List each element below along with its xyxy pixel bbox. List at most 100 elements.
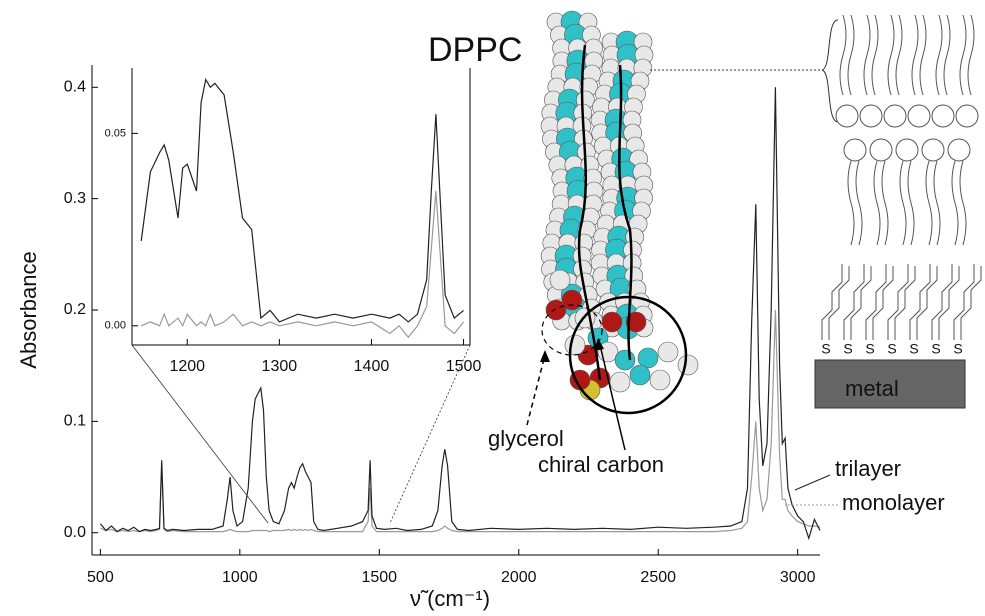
arrowhead xyxy=(594,338,604,351)
atom xyxy=(561,289,583,311)
lipid-tail xyxy=(933,160,941,246)
lipid-tail xyxy=(873,160,881,246)
sam-tail xyxy=(865,264,887,340)
sam-tail xyxy=(843,264,865,340)
connector xyxy=(389,344,471,524)
anchor-label: S xyxy=(821,341,830,357)
y-tick-label: 0.05 xyxy=(105,127,126,139)
lipid-tail xyxy=(839,14,847,96)
arrow xyxy=(599,344,626,451)
series-line xyxy=(100,309,821,533)
y-tick-label: 0.4 xyxy=(64,78,86,95)
lipid-tail xyxy=(899,160,907,246)
sam-tail xyxy=(938,266,960,340)
atom xyxy=(625,311,647,333)
sam-tail xyxy=(887,264,909,340)
atom xyxy=(564,334,586,356)
sam-tail xyxy=(916,266,938,340)
x-tick-label: 1300 xyxy=(262,358,298,375)
x-tick-label: 1200 xyxy=(169,358,205,375)
legend-label: monolayer xyxy=(842,490,945,515)
lipid-tail xyxy=(967,14,975,96)
lipid-tail xyxy=(911,14,919,96)
lipid-tail xyxy=(895,14,903,96)
glycerol-label: glycerol xyxy=(488,426,564,451)
molecule-label: DPPC xyxy=(428,31,522,69)
arrow xyxy=(526,354,546,426)
y-tick-label: 0.3 xyxy=(64,190,86,207)
lipid-tail xyxy=(871,14,879,96)
lipid-tail xyxy=(959,160,967,246)
lipid-tail xyxy=(943,14,951,96)
lipid-head xyxy=(931,104,955,128)
anchor-label: S xyxy=(887,341,896,357)
lipid-head xyxy=(843,138,867,162)
glycerol-ellipse xyxy=(541,304,603,356)
anchor-label: S xyxy=(865,341,874,357)
lipid-tail xyxy=(887,14,895,96)
sam-tail xyxy=(960,266,982,340)
atom xyxy=(545,299,567,321)
inset-background xyxy=(132,68,470,345)
series-line xyxy=(140,77,464,323)
lipid-head xyxy=(921,138,945,162)
lipid-tail xyxy=(847,14,855,96)
atom xyxy=(649,369,671,391)
sam-tail xyxy=(909,264,931,340)
atom xyxy=(629,364,651,386)
lipid-tail xyxy=(847,160,855,246)
x-tick-label: 1500 xyxy=(361,569,397,586)
chiral-label: chiral carbon xyxy=(538,452,664,477)
x-tick-label: 3000 xyxy=(780,569,816,586)
anchor-label: S xyxy=(909,341,918,357)
lipid-tail xyxy=(855,160,863,246)
legend-pointer xyxy=(794,474,831,491)
series-line xyxy=(99,87,821,541)
atom xyxy=(657,341,679,363)
lipid-head xyxy=(859,104,883,128)
sam-tail xyxy=(828,266,850,340)
lipid-tail xyxy=(881,160,889,246)
lipid-head xyxy=(835,104,859,128)
atom xyxy=(677,354,699,376)
lipid-head xyxy=(907,104,931,128)
lipid-head xyxy=(947,138,971,162)
legend-label: trilayer xyxy=(835,456,901,481)
x-axis-label: ν̃ (cm⁻¹) xyxy=(410,586,490,611)
atom xyxy=(637,347,659,369)
anchor-label: S xyxy=(931,341,940,357)
sam-tail xyxy=(894,266,916,340)
x-tick-label: 500 xyxy=(87,569,114,586)
atom xyxy=(549,269,571,291)
sam-tail xyxy=(953,264,975,340)
y-tick-label: 0.2 xyxy=(64,301,86,318)
sam-tail xyxy=(931,264,953,340)
lipid-head xyxy=(955,104,979,128)
lipid-tail xyxy=(951,160,959,246)
lipid-tail xyxy=(919,14,927,96)
chain-trace xyxy=(577,44,602,381)
sam-tail xyxy=(872,266,894,340)
metal-block xyxy=(814,359,966,409)
lipid-tail xyxy=(863,14,871,96)
sam-tail xyxy=(850,266,872,340)
connector xyxy=(131,344,269,524)
x-tick-label: 1000 xyxy=(222,569,258,586)
lipid-head xyxy=(869,138,893,162)
anchor-label: S xyxy=(843,341,852,357)
y-axis-label: Absorbance xyxy=(16,251,41,368)
illustrations xyxy=(526,10,982,451)
series-line xyxy=(140,191,465,339)
atom xyxy=(601,311,623,333)
bracket xyxy=(821,19,839,123)
lipid-tail xyxy=(935,14,943,96)
lipid-tail xyxy=(925,160,933,246)
lipid-tail xyxy=(907,160,915,246)
y-tick-label: 0.00 xyxy=(105,320,126,332)
atom xyxy=(609,371,631,393)
x-tick-label: 1500 xyxy=(446,358,482,375)
x-tick-label: 2500 xyxy=(640,569,676,586)
arrowhead xyxy=(540,350,550,362)
y-tick-label: 0.0 xyxy=(64,524,86,541)
